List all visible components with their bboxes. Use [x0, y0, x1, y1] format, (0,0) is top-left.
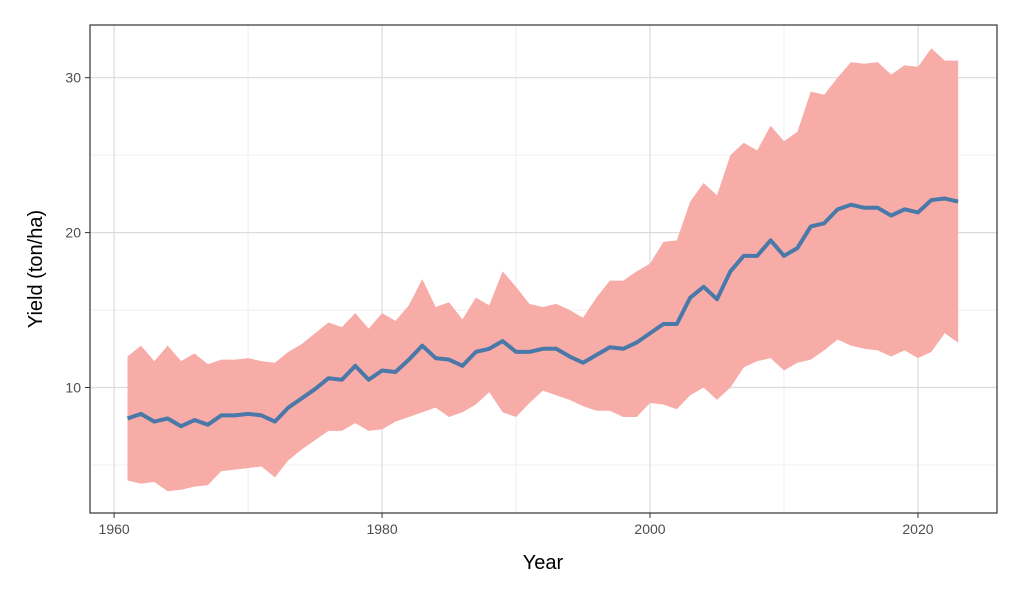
x-tick-label: 1980 — [366, 521, 397, 537]
panel-border — [89, 24, 998, 514]
axis-ticks: 1960 1980 2000 2020 10 20 30 — [65, 70, 933, 537]
x-axis-label: Year — [523, 552, 564, 574]
x-tick-label: 1960 — [99, 521, 130, 537]
y-tick-label: 30 — [65, 70, 81, 86]
y-tick-label: 10 — [65, 380, 81, 396]
range-band — [127, 48, 959, 492]
y-axis-label: Yield (ton/ha) — [25, 210, 47, 328]
mean-line — [126, 196, 959, 429]
x-tick-label: 2000 — [634, 521, 665, 537]
y-tick-label: 20 — [65, 225, 81, 241]
x-tick-label: 2020 — [902, 521, 933, 537]
